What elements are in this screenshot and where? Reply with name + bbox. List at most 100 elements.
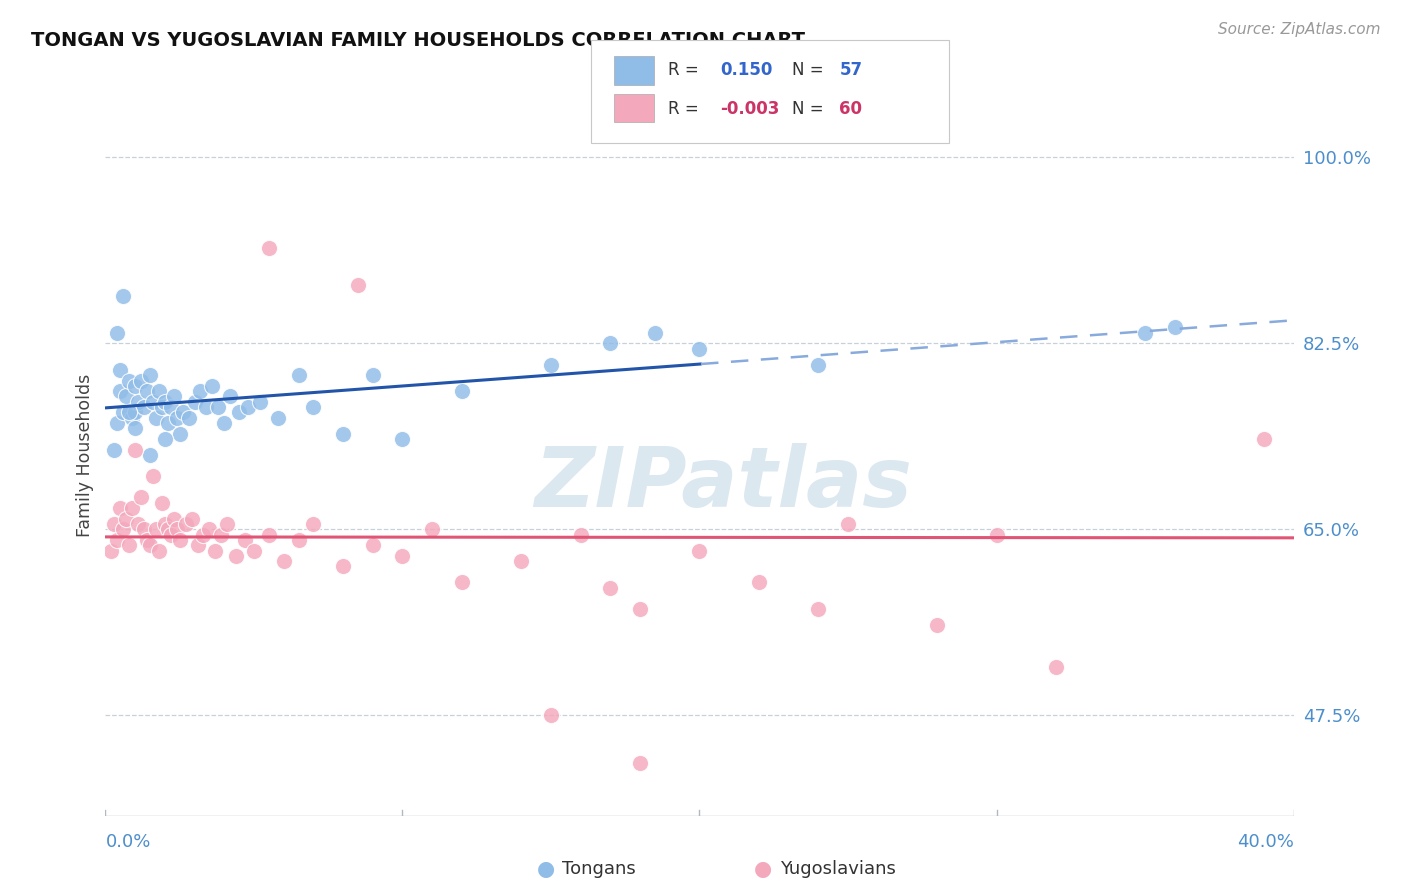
Point — [118, 374, 141, 388]
Point — [169, 533, 191, 547]
Y-axis label: Family Households: Family Households — [76, 373, 94, 537]
Point — [142, 394, 165, 409]
Text: R =: R = — [668, 100, 704, 118]
Point — [127, 516, 149, 531]
Point — [163, 389, 186, 403]
Point — [361, 538, 384, 552]
Point — [124, 379, 146, 393]
Point — [139, 538, 162, 552]
Point — [118, 538, 141, 552]
Text: ●: ● — [755, 859, 772, 879]
Point — [150, 496, 173, 510]
Point — [110, 363, 132, 377]
Point — [332, 426, 354, 441]
Point — [159, 527, 181, 541]
Point — [209, 527, 232, 541]
Text: TONGAN VS YUGOSLAVIAN FAMILY HOUSEHOLDS CORRELATION CHART: TONGAN VS YUGOSLAVIAN FAMILY HOUSEHOLDS … — [31, 31, 804, 50]
Point — [207, 400, 229, 414]
Point — [214, 416, 236, 430]
Point — [217, 516, 239, 531]
Point — [273, 554, 295, 568]
Point — [628, 756, 651, 770]
Text: 40.0%: 40.0% — [1237, 833, 1294, 851]
Point — [267, 410, 290, 425]
Point — [121, 501, 143, 516]
Point — [129, 374, 152, 388]
Point — [121, 410, 143, 425]
Text: 57: 57 — [839, 62, 862, 79]
Point — [391, 549, 413, 563]
Point — [156, 522, 179, 536]
Point — [644, 326, 666, 340]
Text: 0.0%: 0.0% — [105, 833, 150, 851]
Point — [391, 432, 413, 446]
Point — [807, 358, 830, 372]
Point — [195, 400, 218, 414]
Point — [156, 416, 179, 430]
Point — [153, 394, 176, 409]
Point — [100, 543, 122, 558]
Point — [540, 708, 562, 723]
Point — [201, 379, 224, 393]
Text: Tongans: Tongans — [562, 860, 636, 878]
Point — [112, 522, 135, 536]
Point — [689, 342, 711, 356]
Point — [180, 511, 202, 525]
Point — [132, 522, 155, 536]
Point — [450, 384, 472, 399]
Point — [204, 543, 226, 558]
Point — [837, 516, 859, 531]
Point — [145, 522, 167, 536]
Point — [332, 559, 354, 574]
Point — [302, 400, 325, 414]
Point — [361, 368, 384, 383]
Point — [105, 533, 128, 547]
Point — [302, 516, 325, 531]
Text: 0.150: 0.150 — [720, 62, 772, 79]
Point — [287, 533, 309, 547]
Point — [228, 405, 250, 419]
Point — [198, 522, 221, 536]
Point — [166, 522, 188, 536]
Point — [1045, 660, 1067, 674]
Point — [183, 394, 205, 409]
Point — [1133, 326, 1156, 340]
Point — [172, 405, 194, 419]
Point — [124, 421, 146, 435]
Point — [110, 384, 132, 399]
Point — [132, 400, 155, 414]
Text: ●: ● — [537, 859, 554, 879]
Point — [450, 575, 472, 590]
Point — [420, 522, 443, 536]
Point — [139, 368, 162, 383]
Text: Yugoslavians: Yugoslavians — [780, 860, 896, 878]
Point — [225, 549, 247, 563]
Text: N =: N = — [792, 62, 828, 79]
Point — [599, 581, 621, 595]
Point — [150, 400, 173, 414]
Point — [163, 511, 186, 525]
Point — [807, 602, 830, 616]
Point — [1253, 432, 1275, 446]
Point — [186, 538, 208, 552]
Point — [927, 618, 949, 632]
Point — [599, 336, 621, 351]
Point — [115, 511, 138, 525]
Point — [177, 410, 200, 425]
Point — [142, 469, 165, 483]
Point — [986, 527, 1008, 541]
Point — [105, 416, 128, 430]
Point — [145, 410, 167, 425]
Point — [236, 400, 259, 414]
Point — [129, 491, 152, 505]
Point — [628, 602, 651, 616]
Point — [569, 527, 592, 541]
Point — [103, 516, 125, 531]
Text: -0.003: -0.003 — [720, 100, 779, 118]
Point — [257, 527, 280, 541]
Text: R =: R = — [668, 62, 704, 79]
Point — [112, 288, 135, 302]
Point — [249, 394, 271, 409]
Point — [748, 575, 770, 590]
Point — [257, 241, 280, 255]
